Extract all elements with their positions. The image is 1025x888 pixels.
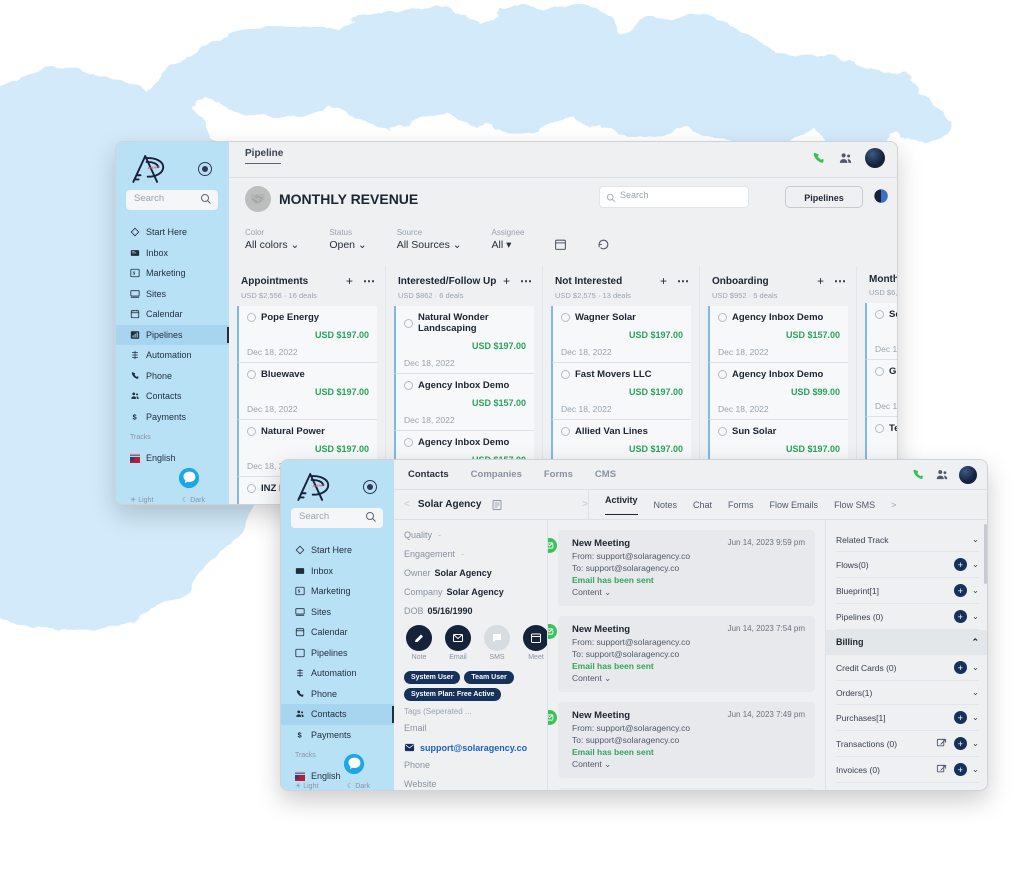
svg-text:$: $ (298, 730, 303, 739)
svg-text:$: $ (133, 412, 138, 421)
svg-text:$: $ (298, 589, 301, 594)
svg-text:$: $ (133, 271, 136, 276)
